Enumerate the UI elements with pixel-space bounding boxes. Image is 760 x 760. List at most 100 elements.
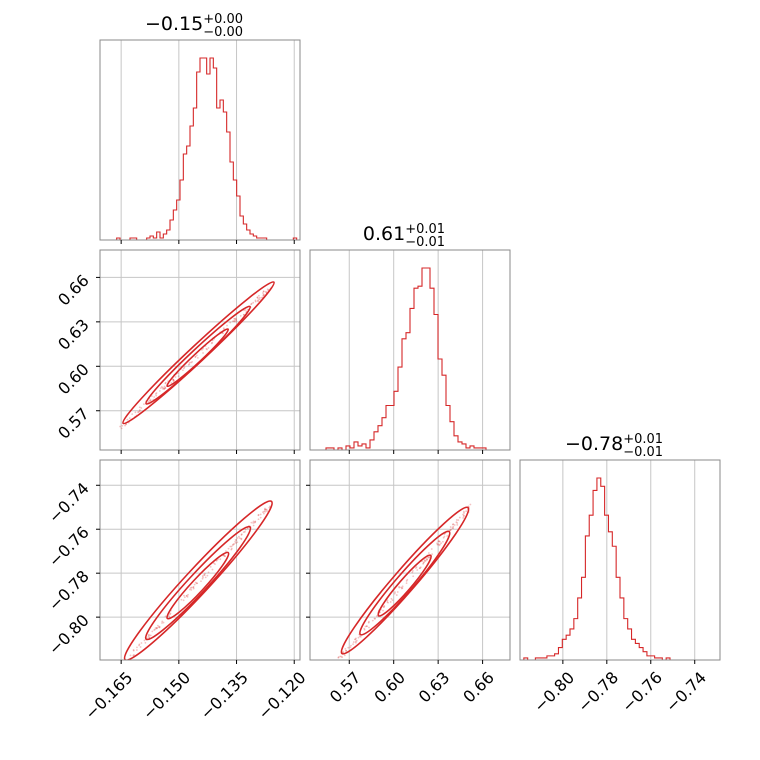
scatter-point (163, 387, 166, 390)
scatter-point (428, 556, 431, 559)
scatter-point (138, 406, 141, 409)
scatter-point (250, 521, 253, 524)
scatter-point (235, 542, 237, 544)
scatter-point (423, 559, 426, 561)
scatter-point (438, 540, 441, 543)
title-value: −0.78 (565, 433, 623, 455)
scatter-point (169, 613, 171, 616)
scatter-point (259, 513, 262, 516)
title-upper-error: +0.01 (405, 222, 445, 237)
scatter-point (262, 294, 265, 297)
scatter-point (390, 597, 393, 600)
scatter-point (258, 294, 260, 297)
scatter-point (266, 288, 269, 291)
scatter-point (233, 543, 236, 545)
scatter-point (155, 394, 158, 397)
scatter-point (185, 594, 188, 597)
scatter-point (427, 552, 430, 554)
scatter-point (449, 529, 452, 532)
scatter-point (155, 627, 158, 629)
scatter-point (151, 630, 154, 633)
scatter-point (342, 650, 344, 653)
scatter-point (354, 640, 357, 643)
scatter-point (469, 503, 472, 506)
contour-level-1 (145, 305, 251, 405)
scatter-point (149, 634, 152, 637)
x-tick-label: −0.120 (254, 668, 309, 723)
scatter-point (264, 507, 266, 510)
scatter-point (357, 636, 360, 639)
scatter-point (418, 567, 421, 570)
histogram-step (100, 57, 300, 241)
scatter-point (256, 296, 259, 299)
scatter-point (194, 581, 197, 584)
x-tick-label: 0.60 (370, 668, 409, 707)
x-tick-label: −0.80 (530, 668, 578, 716)
scatter-point (436, 543, 439, 546)
scatter-point (158, 390, 161, 392)
scatter-point (462, 513, 464, 516)
scatter-point (168, 616, 171, 618)
x-tick-label: −0.74 (662, 668, 710, 716)
scatter-point (425, 558, 428, 561)
scatter-point (155, 627, 158, 630)
grid (120, 40, 295, 240)
scatter-point (227, 547, 230, 550)
x-tick-label: −0.150 (139, 668, 194, 723)
scatter-point (195, 582, 198, 585)
scatter-point (225, 550, 227, 553)
scatter-point (329, 667, 331, 669)
scatter-point (137, 411, 139, 414)
scatter-point (232, 543, 235, 546)
scatter-point (254, 521, 257, 523)
scatter-point (235, 320, 238, 323)
scatter-point (223, 554, 225, 557)
scatter-point (400, 586, 402, 589)
histogram-panel-0: −0.15+0.00−0.00 (99, 12, 301, 244)
scatter-point (456, 522, 459, 524)
scatter-point (355, 639, 358, 642)
scatter-point (192, 586, 195, 589)
scatter-point (443, 533, 446, 536)
scatter-point (230, 547, 233, 550)
scatter-point (463, 514, 465, 517)
scatter-point (463, 512, 465, 514)
y-tick-label: −0.80 (45, 611, 93, 659)
panel-frame (99, 249, 301, 451)
scatter-point (219, 558, 222, 561)
scatter-point (257, 513, 260, 516)
scatter-point (173, 379, 175, 382)
histogram-title: −0.15+0.00 (145, 12, 243, 35)
scatter-point (138, 644, 140, 647)
scatter-point (164, 615, 167, 618)
scatter-point (163, 385, 166, 388)
scatter-point (396, 591, 399, 593)
scatter-point (123, 663, 125, 665)
scatter-point (422, 561, 425, 564)
scatter-point (382, 606, 385, 608)
scatter-point (204, 576, 207, 579)
scatter-point (240, 534, 243, 536)
scatter-point (455, 521, 458, 524)
scatter-point (172, 378, 175, 381)
scatter-point (160, 386, 163, 388)
scatter-point (123, 662, 125, 664)
scatter-point (154, 393, 157, 395)
scatter-point (244, 530, 246, 533)
scatter-point (188, 363, 191, 365)
scatter-point (352, 641, 355, 643)
scatter-point (406, 578, 409, 581)
scatter-point (132, 649, 135, 652)
scatter-point (137, 411, 140, 413)
scatter-point (148, 636, 151, 639)
scatter-point (242, 531, 245, 534)
scatter-point (265, 291, 268, 294)
scatter-point (345, 649, 348, 652)
scatter-point (375, 615, 378, 617)
scatter-point (243, 309, 245, 312)
scatter-point (230, 548, 233, 551)
scatter-point (192, 586, 195, 588)
scatter-point (258, 298, 261, 301)
scatter-point (202, 352, 204, 354)
scatter-point (236, 537, 239, 539)
